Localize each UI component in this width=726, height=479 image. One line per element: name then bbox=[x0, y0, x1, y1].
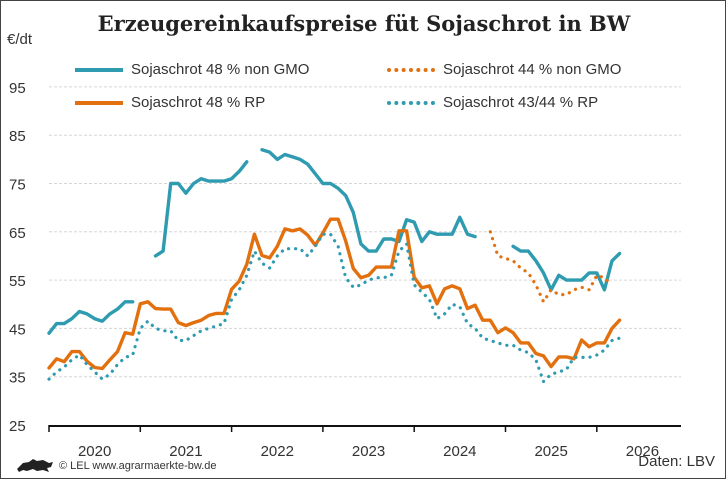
x-tick-label: 2023 bbox=[352, 443, 385, 460]
legend-label: Sojaschrot 48 % RP bbox=[131, 94, 266, 111]
y-tick-label: 95 bbox=[9, 80, 26, 97]
legend-label: Sojaschrot 48 % non GMO bbox=[131, 61, 310, 78]
y-tick-label: 55 bbox=[9, 273, 26, 290]
series-line-0 bbox=[153, 160, 249, 258]
chart-title: Erzeugereinkaufspreise füt Sojaschrot in… bbox=[97, 11, 631, 36]
x-tick-label: 2022 bbox=[261, 443, 294, 460]
legend-item-43-44-rp: Sojaschrot 43/44 % RP bbox=[387, 94, 598, 111]
y-tick-label: 75 bbox=[9, 177, 26, 194]
series-line-0 bbox=[47, 300, 135, 335]
legend-label: Sojaschrot 43/44 % RP bbox=[443, 94, 599, 111]
lion-logo bbox=[17, 459, 53, 472]
x-tick-label: 2026 bbox=[626, 443, 659, 460]
series-line-1 bbox=[488, 230, 614, 304]
y-tick-label: 25 bbox=[9, 418, 26, 435]
legend-swatch bbox=[75, 67, 123, 72]
legend-label: Sojaschrot 44 % non GMO bbox=[443, 61, 622, 78]
x-tick-label: 2021 bbox=[169, 443, 202, 460]
legend-item-48-rp: Sojaschrot 48 % RP bbox=[75, 94, 265, 111]
y-tick-label: 65 bbox=[9, 225, 26, 242]
y-tick-label: 85 bbox=[9, 128, 26, 145]
x-tick-label: 2020 bbox=[78, 443, 111, 460]
x-tick-label: 2024 bbox=[443, 443, 476, 460]
legend-item-48-non-gmo: Sojaschrot 48 % non GMO bbox=[75, 61, 309, 78]
data-source: Daten: LBV bbox=[638, 453, 715, 470]
series-line-0 bbox=[511, 244, 622, 292]
x-tick-label: 2025 bbox=[534, 443, 567, 460]
y-tick-label: 45 bbox=[9, 321, 26, 338]
footer-credit: © LEL www.agrarmaerkte-bw.de bbox=[59, 460, 217, 472]
legend-swatch bbox=[387, 100, 435, 105]
legend-swatch bbox=[387, 67, 435, 72]
series-line-3 bbox=[47, 232, 622, 384]
legend-swatch bbox=[75, 100, 123, 105]
series-line-2 bbox=[47, 217, 622, 371]
y-axis-label: €/dt bbox=[7, 31, 33, 48]
series-line-0 bbox=[260, 148, 477, 253]
legend-item-44-non-gmo: Sojaschrot 44 % non GMO bbox=[387, 61, 621, 78]
y-tick-label: 35 bbox=[9, 370, 26, 387]
